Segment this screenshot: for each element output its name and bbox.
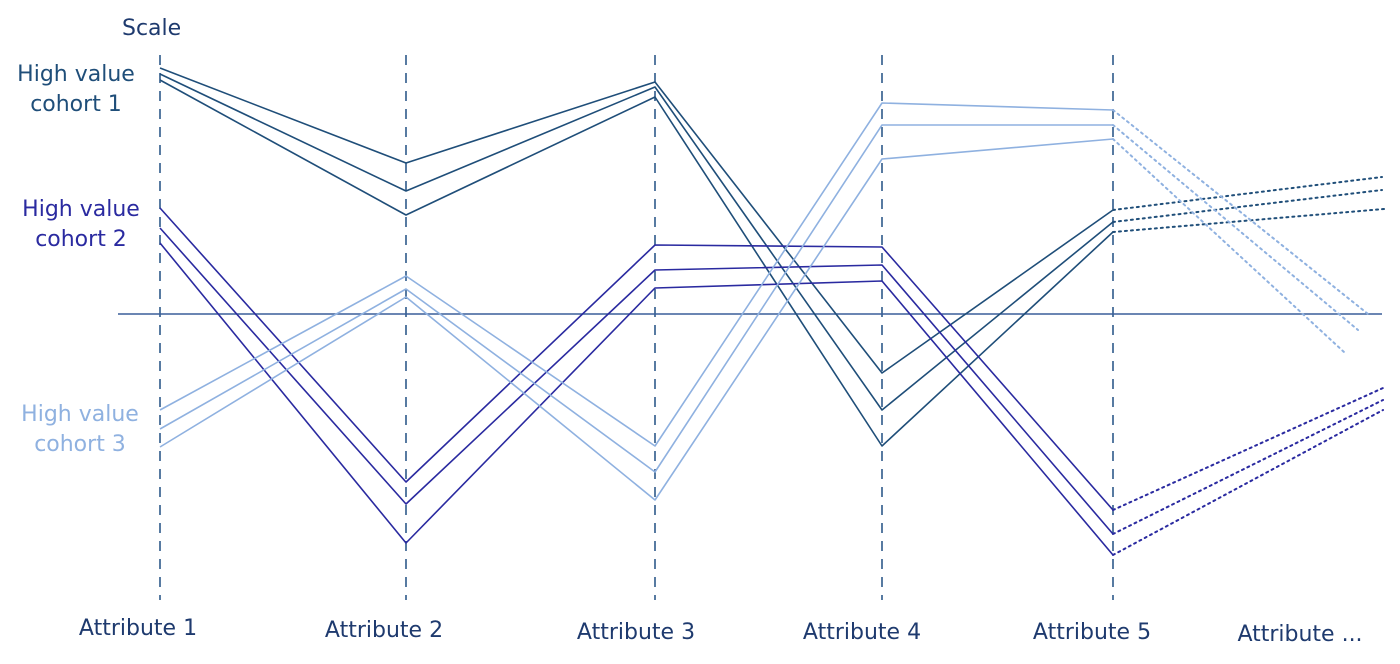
axis-label-attribute-2: Attribute 2 xyxy=(324,618,444,643)
scale-label: Scale xyxy=(122,16,182,41)
cohort-3-label-line-2: cohort 3 xyxy=(34,432,126,457)
cohort-2-line-2 xyxy=(159,227,1114,535)
axis-label-attribute-5: Attribute 5 xyxy=(1032,620,1152,645)
cohort-1-line-1-continuation xyxy=(1112,176,1383,211)
cohort-2-line-1-continuation xyxy=(1112,387,1384,511)
cohort-2-label-line-1: High value xyxy=(22,197,140,222)
cohort-2-label-line-2: cohort 2 xyxy=(35,227,127,252)
cohort-2-line-1 xyxy=(159,207,1114,511)
cohort-1-label-line-2: cohort 1 xyxy=(30,92,122,117)
cohort-3-label-line-1: High value xyxy=(21,402,139,427)
cohort-3-label: High value cohort 3 xyxy=(21,400,139,460)
cohort-3-line-3-continuation xyxy=(1112,138,1345,353)
cohort-1-line-3 xyxy=(159,79,1114,447)
axis-label-attribute-1: Attribute 1 xyxy=(78,616,198,641)
axis-label-attribute-4: Attribute 4 xyxy=(802,620,922,645)
cohort-1-line-1 xyxy=(159,67,1114,374)
cohort-3-line-3 xyxy=(159,138,1114,501)
cohort-lines-group xyxy=(159,67,1385,556)
cohort-3-line-2-continuation xyxy=(1112,124,1359,331)
cohort-3-line-1 xyxy=(159,102,1114,447)
axis-label-attribute-3: Attribute 3 xyxy=(576,620,696,645)
axes-group xyxy=(159,55,1114,600)
cohort-2-label: High value cohort 2 xyxy=(22,195,140,255)
cohort-2-line-2-continuation xyxy=(1112,399,1384,535)
cohort-1-line-2-continuation xyxy=(1112,189,1383,223)
cohort-2-line-3-continuation xyxy=(1112,409,1384,556)
cohort-2-line-3 xyxy=(159,242,1114,556)
cohort-1-line-3-continuation xyxy=(1112,208,1385,233)
cohort-3-line-1-continuation xyxy=(1112,109,1369,315)
cohort-3-line-2 xyxy=(159,124,1113,473)
cohort-1-line-2 xyxy=(159,73,1114,411)
axis-label-attribute-more: Attribute ... xyxy=(1237,622,1363,647)
cohort-1-label-line-1: High value xyxy=(17,62,135,87)
cohort-1-label: High value cohort 1 xyxy=(17,60,135,120)
